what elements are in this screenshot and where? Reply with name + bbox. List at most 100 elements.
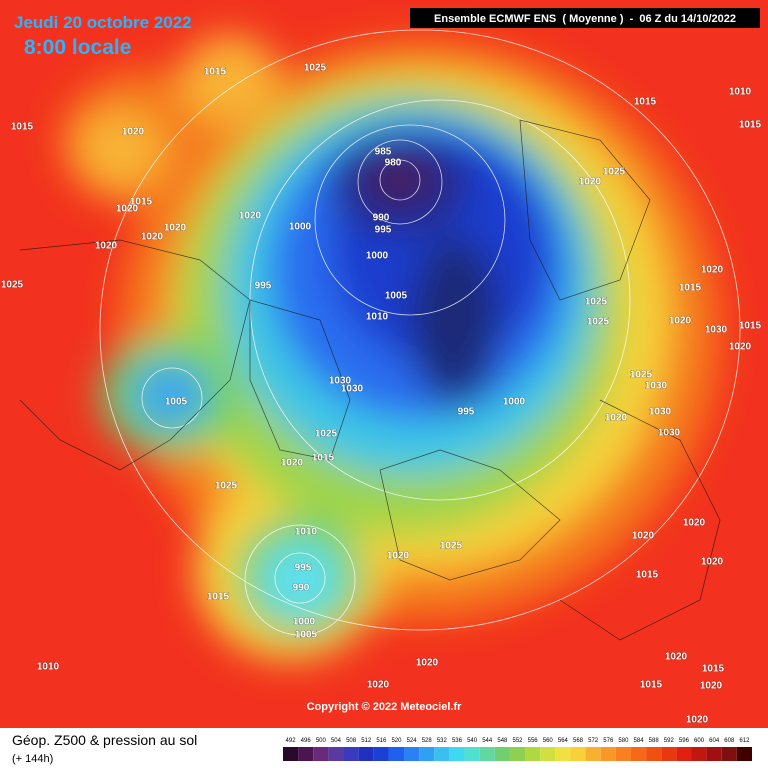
colorbar-label: 592 xyxy=(664,738,675,744)
isobar-label: 1020 xyxy=(281,458,304,469)
colorbar-swatch xyxy=(630,747,647,761)
footer-title: Géop. Z500 & pression au sol xyxy=(12,732,197,748)
colorbar-swatch xyxy=(676,747,692,761)
isobar-label: 1020 xyxy=(701,265,724,276)
isobar-label: 1020 xyxy=(141,232,164,243)
isobar-label: 1005 xyxy=(295,630,318,641)
colorbar-swatch xyxy=(691,747,707,761)
isobar-label: 1025 xyxy=(315,429,338,440)
isobar-label: 1005 xyxy=(385,291,408,302)
model-label: Ensemble ECMWF ENS ( Moyenne ) - 06 Z du… xyxy=(434,13,736,25)
isobar-label: 1020 xyxy=(632,531,655,542)
colorbar-swatch xyxy=(600,747,616,761)
colorbar-swatch xyxy=(540,747,556,761)
colorbar-label: 576 xyxy=(603,738,614,744)
isobar-label: 1000 xyxy=(293,617,316,628)
isobar-label: 1020 xyxy=(701,557,724,568)
isobar-label: 1020 xyxy=(367,680,390,691)
colorbar-label: 548 xyxy=(497,738,508,744)
field xyxy=(0,0,768,728)
isobar-label: 1015 xyxy=(679,283,702,294)
colorbar-swatch xyxy=(283,747,299,761)
isobar-label: 1015 xyxy=(640,680,663,691)
colorbar-swatch xyxy=(479,747,495,761)
colorbar-swatch xyxy=(373,747,389,761)
colorbar-swatch xyxy=(298,747,314,761)
colorbar-swatch xyxy=(343,747,359,761)
isobar-label: 1025 xyxy=(1,280,24,291)
colorbar-swatch xyxy=(388,747,405,761)
isobar-label: 1015 xyxy=(204,67,227,78)
isobar-label: 1020 xyxy=(95,241,118,252)
colorbar-label: 532 xyxy=(437,738,448,744)
isobar-label: 1020 xyxy=(683,518,706,529)
colorbar-swatch xyxy=(404,747,420,761)
colorbar-label: 564 xyxy=(558,738,569,744)
colorbar-swatch xyxy=(646,747,662,761)
isobar-label: 1025 xyxy=(603,167,626,178)
isobar-label: 1020 xyxy=(164,223,187,234)
colorbar-label: 596 xyxy=(679,738,690,744)
colorbar-label: 544 xyxy=(482,738,493,744)
isobar-label: 1025 xyxy=(585,297,608,308)
isobar-label: 995 xyxy=(295,563,312,574)
isobar-label: 1025 xyxy=(440,541,463,552)
isobar-label: 995 xyxy=(375,225,392,236)
colorbar-label: 528 xyxy=(422,738,433,744)
colorbar-swatch xyxy=(419,747,435,761)
isobar-label: 985 xyxy=(375,147,392,158)
isobar-label: 1000 xyxy=(366,251,389,262)
isobar-label: 990 xyxy=(293,583,310,594)
colorbar-swatch xyxy=(721,747,737,761)
isobar-label: 995 xyxy=(458,407,475,418)
colorbar-swatch xyxy=(570,747,586,761)
isobar-label: 1020 xyxy=(416,658,439,669)
colorbar-swatch xyxy=(509,747,526,761)
time-label: 8:00 locale xyxy=(24,36,131,59)
isobar-label: 1020 xyxy=(669,316,692,327)
colorbar-swatch xyxy=(661,747,677,761)
colorbar-label: 540 xyxy=(467,738,478,744)
isobar-label: 1000 xyxy=(503,397,526,408)
isobar-label: 1030 xyxy=(658,428,681,439)
colorbar-label: 536 xyxy=(452,738,463,744)
isobar-label: 1015 xyxy=(207,592,230,603)
isobar-label: 1015 xyxy=(702,664,725,675)
isobar-label: 1015 xyxy=(739,321,762,332)
isobar-label: 1015 xyxy=(739,120,762,131)
colorbar-swatch xyxy=(449,747,465,761)
isobar-label: 1020 xyxy=(729,342,752,353)
colorbar-swatch xyxy=(736,747,752,761)
isobar-label: 1020 xyxy=(579,177,602,188)
isobar-label: 1020 xyxy=(700,681,723,692)
isobar-label: 1030 xyxy=(649,407,672,418)
isobar-label: 1015 xyxy=(312,453,335,464)
colorbar-label: 608 xyxy=(724,738,735,744)
isobar-label: 1020 xyxy=(605,413,628,424)
isobar-label: 1030 xyxy=(645,381,668,392)
isobar-label: 1030 xyxy=(341,384,364,395)
isobar-label: 1015 xyxy=(130,197,153,208)
isobar-label: 1020 xyxy=(387,551,410,562)
colorbar-label: 600 xyxy=(694,738,705,744)
isobar-label: 1015 xyxy=(634,97,657,108)
colorbar-label: 496 xyxy=(301,738,312,744)
colorbar-swatch xyxy=(464,747,480,761)
isobar-label: 995 xyxy=(255,281,272,292)
colorbar-label: 560 xyxy=(543,738,554,744)
isobar-label: 1020 xyxy=(116,204,139,215)
isobar-label: 1025 xyxy=(304,63,327,74)
isobar-label: 1020 xyxy=(122,127,145,138)
isobar-label: 1010 xyxy=(366,312,389,323)
colorbar-swatch xyxy=(358,747,374,761)
isobar-label: 1020 xyxy=(686,715,709,726)
colorbar-label: 492 xyxy=(286,738,297,744)
isobar-label: 1000 xyxy=(289,222,312,233)
colorbar-label: 612 xyxy=(739,738,750,744)
colorbar-swatch xyxy=(585,747,601,761)
isobar-label: 1010 xyxy=(37,662,60,673)
colorbar-swatch xyxy=(313,747,329,761)
